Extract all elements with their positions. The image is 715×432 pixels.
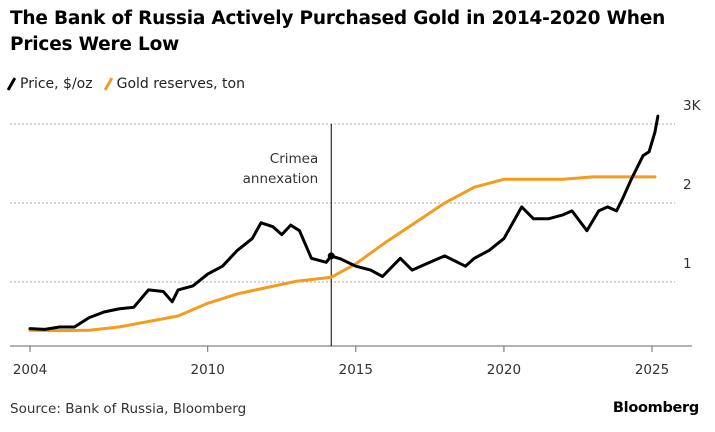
legend: Price, $/oz Gold reserves, ton [6, 76, 259, 92]
legend-label-reserves: Gold reserves, ton [116, 76, 245, 92]
gold-reserves-line [28, 175, 657, 333]
price-line [28, 114, 660, 331]
y-tick-label: 2 [683, 177, 692, 193]
y-tick-label: 3K [683, 98, 702, 114]
crimea-annexation-label: Crimea [270, 151, 318, 167]
y-tick-label: 1 [683, 256, 692, 272]
legend-label-price: Price, $/oz [20, 76, 93, 92]
chart-title: The Bank of Russia Actively Purchased Go… [10, 8, 666, 55]
x-tick-label: 2020 [487, 362, 521, 378]
crimea-price-marker [327, 252, 335, 260]
x-tick-label: 2025 [635, 362, 669, 378]
legend-item-price: Price, $/oz [6, 76, 93, 92]
bloomberg-logo: Bloomberg [612, 400, 699, 416]
x-tick-label: 2004 [13, 362, 47, 378]
x-tick-label: 2010 [191, 362, 225, 378]
crimea-annexation-label: annexation [243, 171, 319, 187]
legend-item-reserves: Gold reserves, ton [103, 76, 245, 92]
source-note: Source: Bank of Russia, Bloomberg [10, 401, 247, 417]
x-tick-label: 2015 [339, 362, 373, 378]
